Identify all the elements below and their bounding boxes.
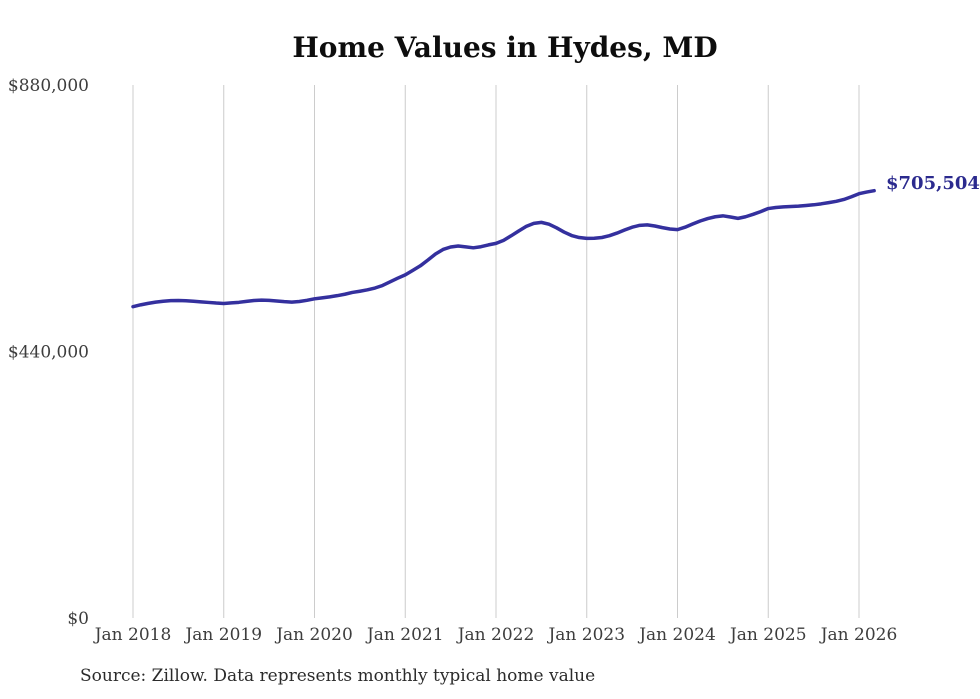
x-tick-label: Jan 2023 [546, 625, 625, 645]
x-tick-label: Jan 2019 [183, 625, 262, 645]
latest-value-label: $705,504 [886, 173, 980, 194]
x-tick-label: Jan 2022 [456, 625, 535, 645]
chart-title: Home Values in Hydes, MD [292, 31, 718, 64]
x-tick-label: Jan 2024 [637, 625, 716, 645]
y-tick-label: $0 [67, 609, 89, 629]
x-tick-label: Jan 2025 [728, 625, 807, 645]
x-tick-label: Jan 2020 [274, 625, 353, 645]
y-tick-label: $880,000 [8, 76, 89, 96]
x-tick-label: Jan 2018 [93, 625, 172, 645]
x-tick-label: Jan 2021 [365, 625, 444, 645]
source-note: Source: Zillow. Data represents monthly … [80, 666, 596, 686]
x-tick-label: Jan 2026 [819, 625, 898, 645]
home-value-line [131, 188, 876, 309]
y-tick-label: $440,000 [8, 343, 89, 363]
